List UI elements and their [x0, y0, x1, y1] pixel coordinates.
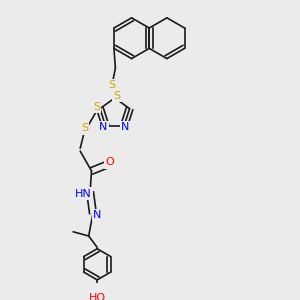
- Text: HO: HO: [88, 293, 106, 300]
- Text: S: S: [81, 124, 88, 134]
- Text: N: N: [99, 122, 108, 133]
- Text: S: S: [93, 102, 100, 112]
- Text: N: N: [93, 210, 101, 220]
- Text: S: S: [113, 91, 121, 100]
- Text: HN: HN: [75, 189, 92, 199]
- Text: O: O: [106, 158, 114, 167]
- Text: N: N: [121, 122, 130, 133]
- Text: S: S: [108, 80, 116, 90]
